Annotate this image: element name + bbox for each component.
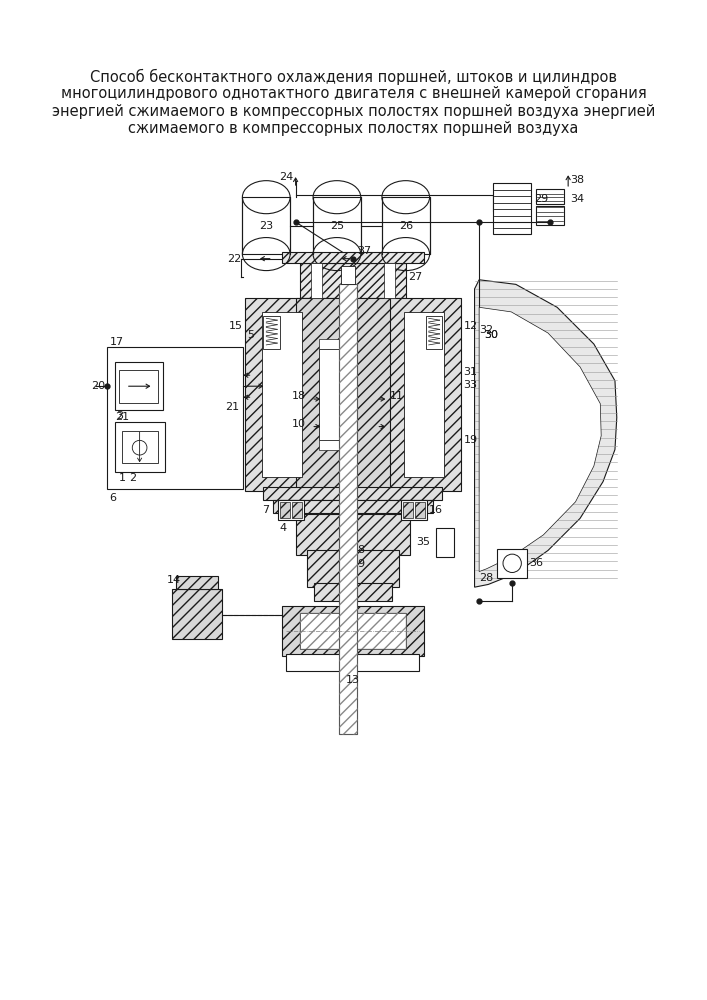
Text: 29: 29 bbox=[534, 194, 549, 204]
Bar bbox=[282, 606, 424, 656]
Bar bbox=[403, 502, 413, 518]
Bar bbox=[436, 528, 455, 557]
Text: 24: 24 bbox=[279, 172, 293, 182]
Bar bbox=[355, 298, 390, 491]
Bar bbox=[245, 298, 319, 491]
Text: 20: 20 bbox=[91, 381, 105, 391]
Text: Способ бесконтактного охлаждения поршней, штоков и цилиндров: Способ бесконтактного охлаждения поршней… bbox=[90, 69, 617, 85]
Bar bbox=[243, 197, 290, 254]
Text: 6: 6 bbox=[110, 493, 117, 503]
Text: 11: 11 bbox=[390, 391, 404, 401]
Text: 18: 18 bbox=[292, 391, 306, 401]
Bar bbox=[282, 252, 424, 263]
Text: 21: 21 bbox=[225, 402, 239, 412]
Polygon shape bbox=[474, 280, 617, 587]
Text: 31: 31 bbox=[464, 367, 477, 377]
Bar bbox=[292, 502, 302, 518]
Text: 19: 19 bbox=[464, 435, 478, 445]
Text: 13: 13 bbox=[346, 675, 359, 685]
Text: многоцилиндрового однотактного двигателя с внешней камерой сгорания: многоцилиндрового однотактного двигателя… bbox=[61, 86, 646, 101]
Text: 7: 7 bbox=[262, 505, 269, 515]
Text: 1: 1 bbox=[119, 473, 126, 483]
Bar bbox=[307, 550, 399, 587]
Bar bbox=[172, 589, 222, 639]
Bar bbox=[313, 197, 361, 254]
Bar bbox=[536, 206, 563, 225]
Text: 30: 30 bbox=[484, 330, 498, 340]
Polygon shape bbox=[479, 307, 601, 572]
Text: 38: 38 bbox=[570, 175, 584, 185]
Text: 3: 3 bbox=[117, 411, 124, 421]
Text: 12: 12 bbox=[464, 321, 478, 331]
Bar bbox=[498, 549, 527, 578]
Text: 27: 27 bbox=[409, 272, 423, 282]
Bar bbox=[300, 613, 406, 649]
Bar bbox=[341, 266, 355, 284]
Bar bbox=[119, 370, 158, 403]
Bar bbox=[296, 514, 410, 555]
Bar bbox=[176, 576, 218, 589]
Bar bbox=[319, 339, 357, 349]
Bar bbox=[115, 422, 165, 472]
Text: 32: 32 bbox=[479, 325, 493, 335]
Bar bbox=[415, 502, 425, 518]
Bar bbox=[115, 362, 163, 410]
Text: 21: 21 bbox=[115, 412, 129, 422]
Text: 10: 10 bbox=[292, 419, 306, 429]
Text: 17: 17 bbox=[110, 337, 124, 347]
Bar bbox=[493, 183, 532, 234]
Bar bbox=[311, 263, 322, 298]
Bar bbox=[401, 500, 427, 520]
Ellipse shape bbox=[132, 440, 147, 455]
Text: 14: 14 bbox=[167, 575, 181, 585]
Bar bbox=[426, 316, 443, 349]
Text: 2: 2 bbox=[129, 473, 136, 483]
Ellipse shape bbox=[503, 554, 521, 572]
Bar bbox=[384, 263, 395, 298]
Bar bbox=[319, 440, 357, 450]
Text: энергией сжимаемого в компрессорных полостях поршней воздуха энергией: энергией сжимаемого в компрессорных поло… bbox=[52, 104, 655, 119]
Bar bbox=[300, 263, 406, 298]
Bar bbox=[278, 500, 304, 520]
Text: 5: 5 bbox=[247, 330, 254, 340]
Text: 30: 30 bbox=[484, 330, 498, 340]
Text: 36: 36 bbox=[530, 558, 544, 568]
Bar bbox=[264, 487, 443, 500]
Text: 34: 34 bbox=[570, 194, 584, 204]
Text: 15: 15 bbox=[228, 321, 243, 331]
Text: 23: 23 bbox=[259, 221, 274, 231]
Bar bbox=[339, 284, 357, 734]
Text: сжимаемого в компрессорных полостях поршней воздуха: сжимаемого в компрессорных полостях порш… bbox=[128, 121, 578, 136]
Bar bbox=[382, 197, 430, 254]
Text: 35: 35 bbox=[416, 537, 430, 547]
Bar bbox=[339, 284, 357, 734]
Text: 33: 33 bbox=[464, 380, 477, 390]
Bar bbox=[264, 316, 280, 349]
Bar bbox=[262, 312, 302, 477]
Text: 9: 9 bbox=[357, 559, 364, 569]
Text: 28: 28 bbox=[479, 573, 493, 583]
Bar bbox=[122, 431, 158, 463]
Text: 4: 4 bbox=[279, 523, 286, 533]
Bar bbox=[314, 583, 392, 601]
Text: 25: 25 bbox=[330, 221, 344, 231]
Bar bbox=[286, 654, 419, 671]
Bar bbox=[280, 502, 290, 518]
Bar bbox=[296, 298, 351, 491]
Bar bbox=[107, 347, 243, 489]
Bar bbox=[404, 312, 444, 477]
Text: 37: 37 bbox=[357, 246, 371, 256]
Text: 8: 8 bbox=[357, 545, 364, 555]
Bar bbox=[273, 500, 433, 513]
Text: 16: 16 bbox=[428, 505, 443, 515]
Bar bbox=[319, 349, 357, 440]
Text: 22: 22 bbox=[227, 254, 241, 264]
Bar bbox=[300, 613, 406, 649]
Bar bbox=[536, 189, 563, 204]
Text: 26: 26 bbox=[399, 221, 413, 231]
Bar bbox=[387, 298, 461, 491]
